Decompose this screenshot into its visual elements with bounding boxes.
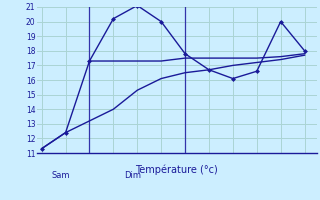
Text: Sam: Sam (52, 171, 70, 180)
Text: Dim: Dim (124, 171, 141, 180)
X-axis label: Température (°c): Température (°c) (135, 164, 218, 175)
